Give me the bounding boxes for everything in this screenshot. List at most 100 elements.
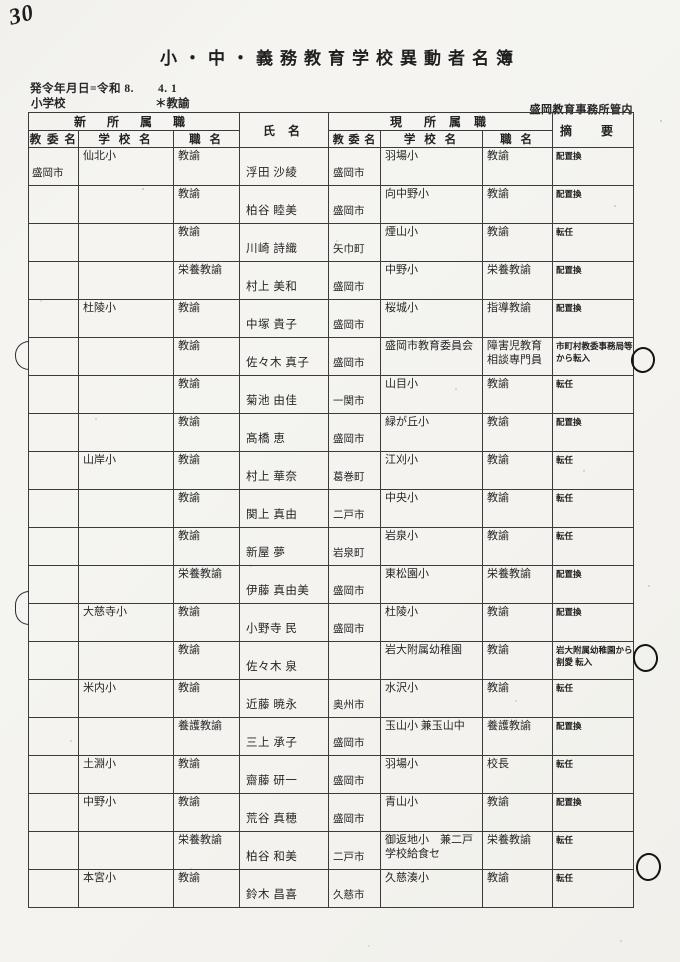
- cell-person-name: 小野寺 民: [239, 603, 330, 642]
- cell-current-board: 盛岡市: [328, 603, 382, 642]
- cell-current-school: 玉山小 兼玉山中: [380, 717, 484, 756]
- cell-new-title: 教諭: [172, 679, 241, 718]
- cell-current-title: 教諭: [482, 147, 554, 186]
- cell-person-name: 近藤 暁永: [239, 679, 330, 718]
- cell-new-title: 教諭: [172, 451, 241, 490]
- cell-current-school: 羽場小: [380, 147, 484, 186]
- cell-new-school: [78, 831, 174, 870]
- cell-new-board: [28, 489, 79, 528]
- cell-current-school: 岩泉小: [380, 527, 484, 566]
- cell-new-school: 大慈寺小: [78, 603, 174, 642]
- cell-current-board: 葛巻町: [328, 451, 382, 490]
- table-row: 教諭 髙橋 恵 盛岡市 緑が丘小 教諭 配置換: [28, 413, 635, 452]
- cell-current-board: 二戸市: [328, 489, 382, 528]
- cell-current-school: 水沢小: [380, 679, 484, 718]
- table-row: 大慈寺小 教諭 小野寺 民 盛岡市 杜陵小 教諭 配置換: [28, 603, 635, 642]
- cell-new-school: [78, 261, 174, 300]
- cell-new-title: 栄養教諭: [172, 831, 241, 870]
- cell-remarks: 転任: [552, 223, 635, 262]
- cell-current-board: 矢巾町: [328, 223, 382, 262]
- cell-current-board: [328, 641, 382, 680]
- header-remarks: 摘 要: [552, 112, 635, 148]
- cell-person-name: 川崎 詩織: [239, 223, 330, 262]
- cell-current-school: 中央小: [380, 489, 484, 528]
- cell-person-name: 柏谷 和美: [239, 831, 330, 870]
- cell-current-board: 久慈市: [328, 869, 382, 908]
- cell-new-title: 教諭: [172, 185, 241, 224]
- cell-remarks: 転任: [552, 451, 635, 490]
- cell-new-board: [28, 375, 79, 414]
- cell-current-board: 盛岡市: [328, 413, 382, 452]
- cell-current-title: 教諭: [482, 223, 554, 262]
- table-row: 米内小 教諭 近藤 暁永 奥州市 水沢小 教諭 転任: [28, 679, 635, 718]
- cell-current-title: 教諭: [482, 489, 554, 528]
- cell-current-board: 盛岡市: [328, 185, 382, 224]
- cell-current-school: 中野小: [380, 261, 484, 300]
- cell-new-board: [28, 831, 79, 870]
- cell-new-title: 教諭: [172, 641, 241, 680]
- cell-current-school: 桜城小: [380, 299, 484, 338]
- cell-person-name: 関上 真由: [239, 489, 330, 528]
- cell-current-board: 奥州市: [328, 679, 382, 718]
- header-cur-board: 教 委 名: [328, 130, 382, 148]
- cell-current-board: 盛岡市: [328, 755, 382, 794]
- cell-current-title: 栄養教諭: [482, 831, 554, 870]
- cell-new-title: 教諭: [172, 375, 241, 414]
- table-row: 教諭 川崎 詩織 矢巾町 煙山小 教諭 転任: [28, 223, 635, 262]
- cell-new-title: 教諭: [172, 223, 241, 262]
- table-row: 山岸小 教諭 村上 華奈 葛巻町 江刈小 教諭 転任: [28, 451, 635, 490]
- cell-new-school: [78, 413, 174, 452]
- cell-remarks: 転任: [552, 831, 635, 870]
- table-row: 教諭 新屋 夢 岩泉町 岩泉小 教諭 転任: [28, 527, 635, 566]
- cell-new-board: [28, 603, 79, 642]
- table-row: 盛岡市 仙北小 教諭 浮田 沙綾 盛岡市 羽場小 教諭 配置換: [28, 147, 635, 186]
- cell-remarks: 配置換: [552, 185, 635, 224]
- cell-new-title: 教諭: [172, 793, 241, 832]
- cell-new-board: [28, 223, 79, 262]
- cell-current-title: 教諭: [482, 375, 554, 414]
- cell-current-school: 青山小: [380, 793, 484, 832]
- cell-remarks: 配置換: [552, 565, 635, 604]
- cell-new-board: [28, 527, 79, 566]
- cell-remarks: 転任: [552, 527, 635, 566]
- cell-current-board: 盛岡市: [328, 337, 382, 376]
- table-row: 本宮小 教諭 鈴木 昌喜 久慈市 久慈湊小 教諭 転任: [28, 869, 635, 908]
- issue-date-line: 発令年月日=令和 8. 4. 1: [30, 83, 178, 95]
- cell-new-title: 教諭: [172, 147, 241, 186]
- cell-new-title: 教諭: [172, 755, 241, 794]
- handwritten-circle-mark: [634, 851, 663, 883]
- cell-person-name: 三上 承子: [239, 717, 330, 756]
- cell-new-board: [28, 185, 79, 224]
- header-cur-school: 学 校 名: [380, 130, 484, 148]
- cell-new-school: [78, 565, 174, 604]
- cell-remarks: 配置換: [552, 603, 635, 642]
- cell-new-title: 教諭: [172, 489, 241, 528]
- cell-new-board: 盛岡市: [28, 147, 79, 186]
- cell-new-title: 教諭: [172, 527, 241, 566]
- cell-current-board: 盛岡市: [328, 793, 382, 832]
- header-new-school: 学 校 名: [78, 130, 174, 148]
- cell-current-board: 盛岡市: [328, 565, 382, 604]
- cell-new-title: 教諭: [172, 869, 241, 908]
- cell-current-board: 一関市: [328, 375, 382, 414]
- cell-new-board: [28, 717, 79, 756]
- cell-current-title: 栄養教諭: [482, 261, 554, 300]
- handwritten-bracket-mark: [15, 591, 29, 625]
- cell-current-title: 教諭: [482, 451, 554, 490]
- cell-remarks: 配置換: [552, 261, 635, 300]
- header-cur-title: 職 名: [482, 130, 554, 148]
- header-new-board: 教 委 名: [28, 130, 79, 148]
- cell-current-title: 教諭: [482, 185, 554, 224]
- subject-note-label: ＊教諭: [155, 98, 190, 110]
- cell-current-title: 教諭: [482, 603, 554, 642]
- cell-new-school: 米内小: [78, 679, 174, 718]
- cell-new-title: 教諭: [172, 337, 241, 376]
- cell-remarks: 転任: [552, 679, 635, 718]
- cell-current-title: 養護教諭: [482, 717, 554, 756]
- cell-new-board: [28, 261, 79, 300]
- cell-current-board: 盛岡市: [328, 261, 382, 300]
- cell-new-title: 養護教諭: [172, 717, 241, 756]
- header-new-title: 職 名: [172, 130, 241, 148]
- table-row: 教諭 菊池 由佳 一関市 山目小 教諭 転任: [28, 375, 635, 414]
